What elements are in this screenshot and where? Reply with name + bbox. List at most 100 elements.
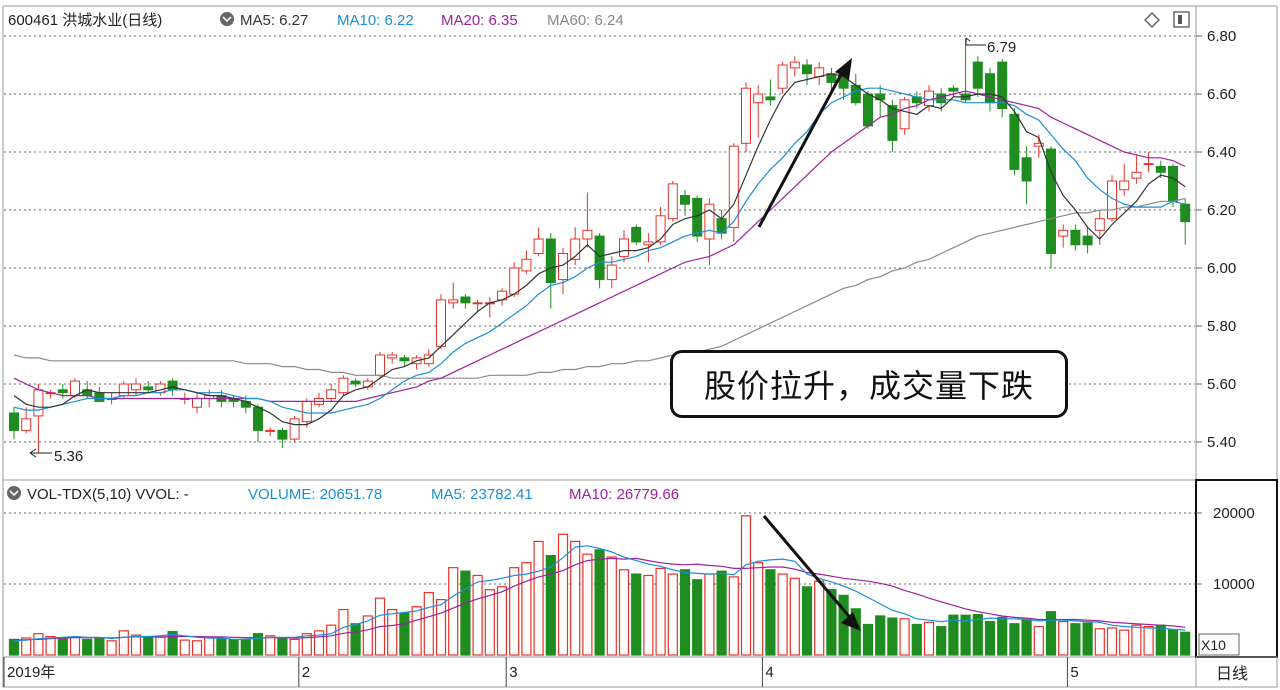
- candle: [94, 392, 105, 402]
- volume-bar: [533, 540, 544, 656]
- candle: [1070, 229, 1081, 246]
- candle: [192, 398, 202, 408]
- period-box[interactable]: [1195, 656, 1278, 688]
- diamond-icon[interactable]: [1144, 12, 1160, 28]
- volume-bar: [179, 639, 190, 656]
- candle: [741, 87, 751, 144]
- volume-bar: [1082, 622, 1093, 656]
- volume-bar: [1009, 623, 1020, 656]
- candle: [1143, 163, 1154, 166]
- volume-bar: [301, 633, 312, 656]
- volume-bar: [631, 573, 642, 656]
- volume-bar: [801, 586, 813, 656]
- volume-bar: [728, 576, 739, 656]
- candle: [375, 354, 385, 376]
- volume-bar: [582, 553, 593, 656]
- volume-bar: [57, 637, 68, 656]
- volume-bar: [765, 569, 776, 656]
- volume-bar: [399, 612, 410, 656]
- date-tick-label: 2: [302, 664, 310, 681]
- volume-bar: [984, 621, 996, 656]
- candle: [33, 389, 44, 417]
- volume-bar: [923, 621, 935, 656]
- ma20-line: [13, 90, 1186, 402]
- volume-bar: [21, 637, 32, 656]
- volume-bar: [911, 623, 922, 656]
- volume-bar: [1033, 625, 1044, 656]
- date-axis-ticks: 2019年 2 3 4 5: [3, 657, 1079, 687]
- volume-bar: [326, 624, 337, 656]
- volume-bar: [289, 638, 300, 656]
- candle: [899, 99, 910, 130]
- candle: [1119, 180, 1130, 191]
- candle: [789, 61, 800, 69]
- candle: [118, 383, 129, 397]
- volume-bar: [997, 616, 1008, 656]
- volume-ma10-value: MA10: 26779.66: [569, 486, 679, 503]
- candle: [582, 229, 593, 240]
- candle: [460, 296, 471, 304]
- volume-bar: [887, 617, 898, 656]
- volume-bar: [1155, 624, 1166, 656]
- volume-bar: [472, 574, 483, 656]
- candle: [1131, 171, 1142, 179]
- candle: [631, 226, 642, 243]
- candle: [533, 238, 544, 254]
- volume-bar: [875, 615, 886, 656]
- volume-bar: [753, 562, 764, 656]
- volume-bar: [643, 574, 654, 656]
- volume-menu-icon[interactable]: [7, 486, 21, 500]
- candle: [594, 235, 605, 281]
- volume-bar: [1094, 628, 1105, 656]
- candle: [1009, 113, 1020, 170]
- volume-bar: [1143, 625, 1154, 656]
- ma60-value: MA60: 6.24: [547, 12, 624, 29]
- volume-bar: [69, 636, 81, 656]
- candle: [21, 418, 32, 431]
- volume-bar: [899, 618, 910, 656]
- candle: [1168, 166, 1178, 202]
- volume-bar: [313, 630, 325, 656]
- candle: [753, 93, 764, 104]
- candle: [57, 389, 68, 394]
- volume-bar: [1119, 629, 1130, 656]
- volume-bar: [1167, 629, 1179, 656]
- volume-bar: [484, 589, 495, 656]
- volume-fall-arrow: [762, 515, 855, 622]
- volume-bar: [655, 567, 666, 656]
- candle: [253, 406, 263, 431]
- volume-bar: [606, 556, 617, 656]
- volume-bar: [692, 579, 703, 656]
- period-label[interactable]: 日线: [1216, 665, 1248, 683]
- volume-bar: [545, 554, 556, 656]
- volume-bar: [216, 638, 227, 656]
- panel-toggle-icon[interactable]: [1173, 11, 1190, 28]
- ma5-line: [13, 73, 1186, 426]
- axis-strip: [2, 656, 1197, 688]
- volume-scale-text: X10: [1201, 637, 1226, 653]
- annotation-callout: 股价拉升，成交量下跌: [670, 350, 1068, 418]
- candle: [167, 380, 178, 391]
- high-marker-arrow-icon: [965, 37, 971, 42]
- volume-bar: [45, 635, 56, 656]
- volume-value: VOLUME: 20651.78: [248, 486, 382, 503]
- candle: [1094, 218, 1105, 231]
- candle: [1180, 203, 1191, 223]
- candle: [70, 380, 80, 397]
- volume-ma10-line: [13, 557, 1186, 641]
- volume-bar: [1131, 624, 1142, 656]
- volume-bar: [338, 608, 349, 656]
- indicator-menu-icon[interactable]: [220, 12, 234, 26]
- volume-bar: [557, 533, 569, 656]
- candle: [619, 238, 629, 257]
- volume-chevron-down-icon: [9, 490, 19, 497]
- candle: [143, 386, 154, 391]
- volume-bar: [240, 638, 251, 656]
- candle: [301, 400, 312, 423]
- volume-bar: [387, 608, 398, 656]
- candle: [863, 93, 873, 127]
- candle: [924, 90, 934, 107]
- ma5-value: MA5: 6.27: [240, 12, 308, 29]
- candle: [9, 412, 19, 431]
- candle: [350, 380, 361, 385]
